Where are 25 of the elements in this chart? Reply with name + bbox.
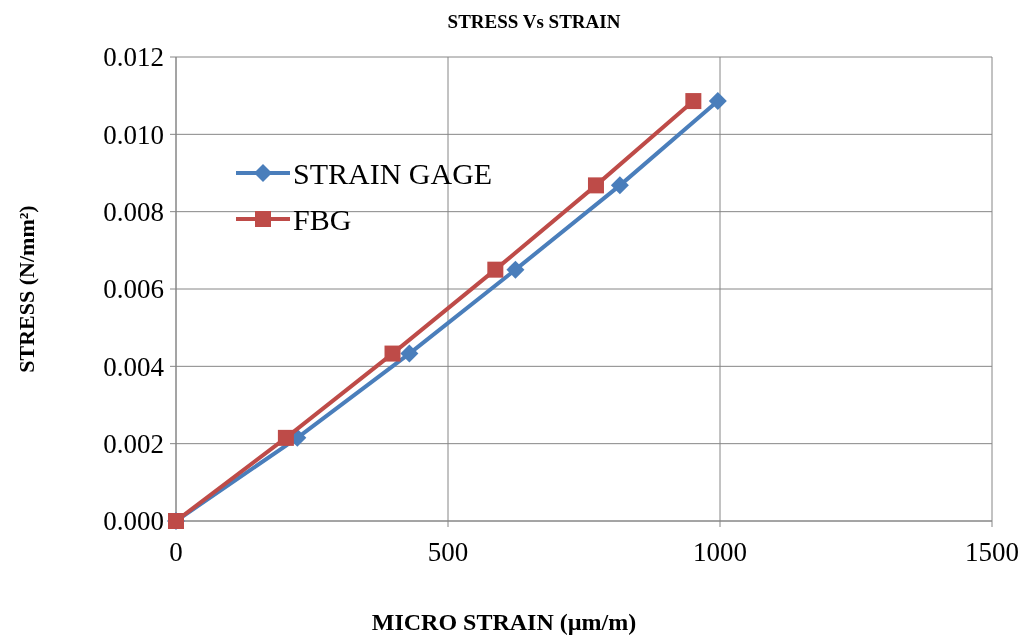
point	[400, 344, 419, 363]
point	[487, 261, 504, 278]
y-tick-label: 0.006	[103, 274, 164, 305]
y-tick-label: 0.012	[103, 42, 164, 73]
x-tick-label: 500	[427, 537, 469, 567]
y-axis-title: STRESS (N/mm²)	[14, 205, 39, 373]
point	[384, 345, 401, 362]
x-tick-label: 1500	[965, 537, 1019, 567]
y-tick-label: 0.010	[103, 119, 164, 150]
y-tick-label: 0.004	[103, 351, 165, 382]
point	[587, 177, 604, 194]
point	[277, 429, 294, 446]
x-tick-label: 0	[169, 537, 183, 567]
chart-title: STRESS Vs STRAIN	[447, 11, 621, 32]
point	[708, 92, 727, 111]
y-tick-label: 0.000	[103, 506, 164, 537]
y-tick-label: 0.002	[103, 429, 164, 460]
point	[506, 260, 525, 279]
legend-label: STRAIN GAGE	[293, 156, 493, 190]
point	[685, 93, 702, 110]
point	[610, 176, 629, 195]
y-tick-label: 0.008	[103, 197, 164, 228]
legend-label: FBG	[293, 202, 352, 236]
x-tick-label: 1000	[693, 537, 747, 567]
x-axis-title: MICRO STRAIN (µm/m)	[371, 609, 637, 635]
